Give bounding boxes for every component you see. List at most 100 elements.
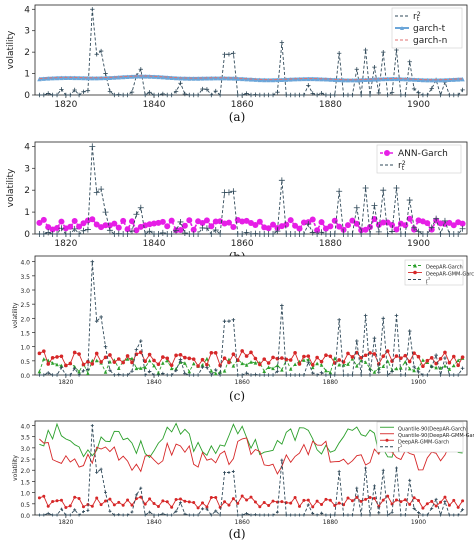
data-point [283,221,290,228]
data-point [112,360,117,364]
data-point [112,513,116,517]
data-point [183,499,187,503]
data-point [148,510,152,514]
x-tick-label: 1880 [319,239,342,249]
x-tick-label: 1840 [146,379,161,386]
data-point [319,359,324,364]
x-tick-label: 1880 [323,379,338,386]
data-point [362,226,369,233]
data-point [72,350,77,355]
data-point [156,74,161,80]
data-point [240,513,244,517]
data-point [412,507,416,511]
data-point [174,353,178,358]
data-point [125,92,130,98]
data-point [200,365,205,369]
data-point [68,92,73,98]
data-point [139,495,143,499]
data-point [459,220,466,227]
data-point [152,513,156,517]
legend: Quantile-90(DeepAR-Garch)Quantile-90(Dee… [376,421,474,453]
data-point [257,92,263,98]
data-point [195,76,201,81]
data-point [134,366,139,371]
data-point [262,373,267,377]
data-point [104,499,108,503]
y-tick-label: 1.5 [20,479,30,486]
data-point [112,75,117,80]
data-point [236,513,240,517]
data-point [225,189,232,196]
panel-caption: (d) [228,527,245,541]
x-tick-label: 1900 [411,379,426,386]
data-point [222,356,227,361]
data-point [205,507,209,511]
data-point [275,363,280,368]
data-point [93,189,100,196]
legend-label: r2 t [413,11,421,23]
data-point [275,77,280,83]
data-point [231,364,236,368]
data-point [41,76,47,81]
data-point [451,354,456,359]
data-point [275,369,280,374]
data-point [341,373,346,377]
data-point [143,513,147,517]
data-point [274,228,281,235]
y-tick-label: 3 [24,27,30,37]
data-point [350,92,355,98]
data-point [302,358,306,362]
data-point [120,217,127,224]
data-point [208,231,215,237]
data-point [192,513,196,517]
x-tick-label: 1860 [231,239,254,249]
data-point [249,360,253,364]
data-point [341,77,346,83]
data-point [306,498,310,502]
data-point [120,92,126,98]
data-point [416,370,421,374]
data-point [58,218,65,225]
data-point [328,498,332,502]
data-point [456,505,460,509]
data-point [161,512,165,516]
data-point [262,92,267,98]
data-point [231,352,236,356]
data-point [315,361,319,366]
data-point [112,503,116,507]
data-point [328,354,333,359]
data-point [133,227,140,234]
data-point [439,513,443,517]
data-point [262,501,266,505]
data-point [270,92,276,98]
data-point [37,373,42,377]
data-point [165,92,170,98]
data-point [187,500,191,504]
x-tick-label: 1900 [407,100,430,110]
data-point [125,354,130,358]
data-point [280,500,284,504]
data-point [36,219,43,226]
data-point [399,373,403,377]
data-point [59,363,64,368]
data-point [306,83,311,88]
data-point [368,513,372,517]
data-point [239,218,246,225]
data-point [451,77,456,82]
data-point [72,87,77,93]
data-point [336,223,343,230]
data-point [50,92,55,98]
data-point [363,47,368,53]
data-point [350,78,355,83]
y-tick-label: 0.0 [20,513,30,520]
data-point [183,371,187,376]
data-point [121,503,125,507]
data-point [73,508,77,512]
x-tick-label: 1860 [235,379,250,386]
data-point [42,373,46,377]
data-point [106,227,113,234]
data-point [190,226,197,233]
x-tick-label: 1880 [323,519,338,526]
data-point [420,92,426,98]
